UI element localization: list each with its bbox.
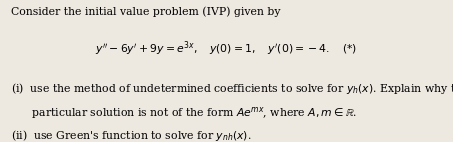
Text: (i)  use the method of undetermined coefficients to solve for $y_h(x)$. Explain : (i) use the method of undetermined coeff… <box>11 81 453 96</box>
Text: (ii)  use Green's function to solve for $y_{nh}(x)$.: (ii) use Green's function to solve for $… <box>11 128 252 142</box>
Text: $y'' - 6y' + 9y = e^{3x}, \quad y(0) = 1, \quad y'(0) = -4. \quad (*)$: $y'' - 6y' + 9y = e^{3x}, \quad y(0) = 1… <box>96 40 357 58</box>
Text: Consider the initial value problem (IVP) given by: Consider the initial value problem (IVP)… <box>11 6 281 17</box>
Text: particular solution is not of the form $Ae^{mx}$, where $A, m \in \mathbb{R}$.: particular solution is not of the form $… <box>11 105 357 121</box>
